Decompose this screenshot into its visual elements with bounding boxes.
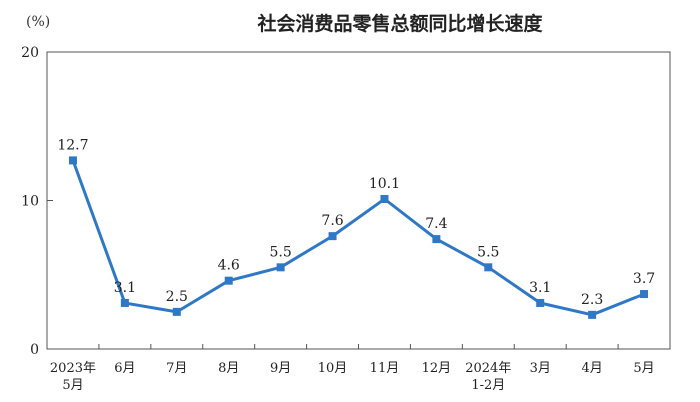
- data-value-label: 10.1: [369, 176, 400, 192]
- y-tick-label: 10: [21, 194, 39, 210]
- data-value-label: 2.5: [166, 289, 188, 305]
- y-tick-label: 20: [21, 45, 39, 61]
- series-line: [71, 159, 645, 317]
- data-point-marker: [432, 235, 441, 244]
- x-tick-label: 6月: [114, 361, 135, 376]
- x-tick-label: 12月: [422, 361, 452, 376]
- y-unit-label: (%): [26, 14, 50, 30]
- data-value-label: 5.5: [477, 244, 499, 260]
- data-point-marker: [120, 298, 129, 307]
- chart-title: 社会消费品零售总额同比增长速度: [256, 12, 543, 35]
- data-value-label: 3.1: [114, 280, 136, 296]
- data-point-marker: [172, 307, 181, 316]
- x-tick-label: 8月: [218, 361, 239, 376]
- x-tick-label: 11月: [370, 361, 400, 376]
- data-value-label: 12.7: [57, 137, 88, 153]
- x-tick-label: 2023年 5月: [50, 361, 96, 393]
- x-tick-label: 9月: [270, 361, 291, 376]
- data-value-label: 4.6: [218, 258, 240, 274]
- x-tick-label: 5月: [633, 361, 654, 376]
- data-point-marker: [380, 195, 389, 204]
- data-point-marker: [588, 310, 597, 319]
- data-value-label: 7.6: [321, 213, 343, 229]
- data-value-label: 3.7: [633, 271, 655, 287]
- data-point-marker: [484, 263, 493, 272]
- data-point-marker: [536, 298, 545, 307]
- data-point-marker: [276, 263, 285, 272]
- data-point-marker: [68, 156, 77, 165]
- data-point-marker: [224, 276, 233, 285]
- data-value-label: 2.3: [581, 292, 603, 308]
- data-value-label: 5.5: [269, 244, 291, 260]
- x-tick-label: 4月: [581, 361, 602, 376]
- data-value-label: 3.1: [529, 280, 551, 296]
- x-tick-label: 7月: [166, 361, 187, 376]
- x-tick-label: 3月: [530, 361, 551, 376]
- y-tick-label: 0: [30, 342, 39, 358]
- data-value-label: 7.4: [425, 216, 447, 232]
- x-tick-label: 2024年 1-2月: [465, 361, 511, 393]
- x-tick-label: 10月: [318, 361, 348, 376]
- data-point-marker: [640, 290, 649, 299]
- data-point-marker: [328, 232, 337, 241]
